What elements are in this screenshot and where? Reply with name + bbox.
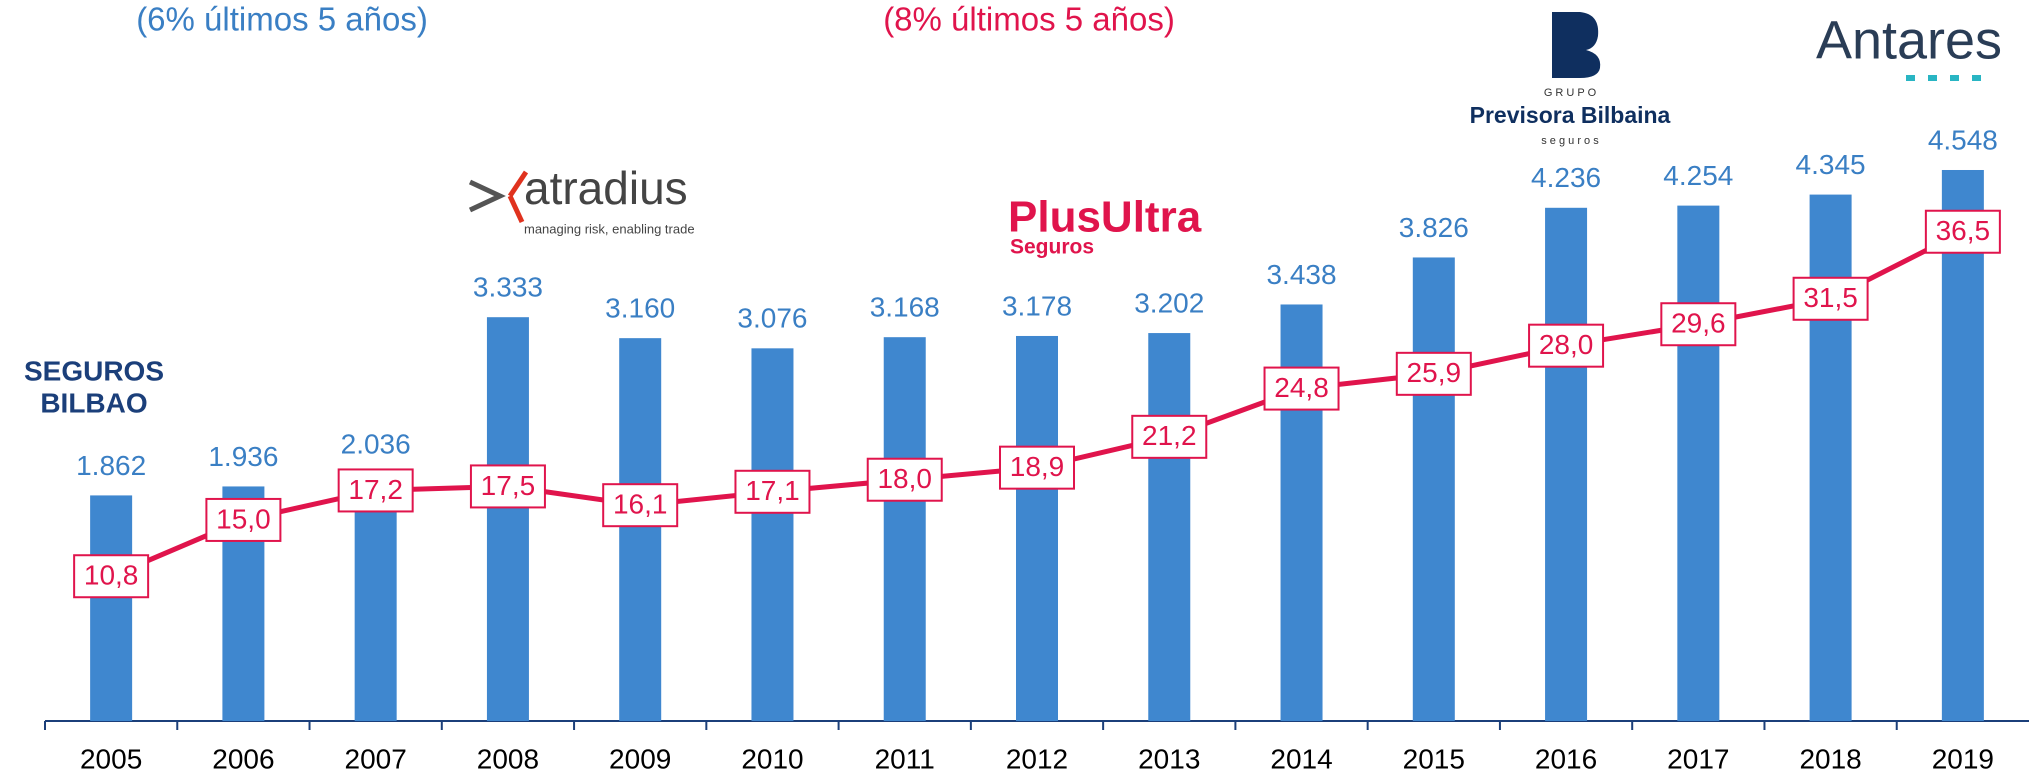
point-label-box <box>205 497 282 542</box>
x-tick-label: 2016 <box>1535 743 1597 774</box>
bar-value-label: 4.548 <box>1928 124 1998 155</box>
bar-value-label: 3.076 <box>737 303 807 334</box>
x-tick-label: 2014 <box>1270 743 1332 774</box>
x-tick-label: 2015 <box>1403 743 1465 774</box>
bar <box>1941 169 1984 721</box>
bar-value-label: 3.438 <box>1266 259 1336 290</box>
point-value-label: 29,6 <box>1671 308 1726 339</box>
point-label-box <box>337 468 414 513</box>
bar <box>1677 205 1720 721</box>
point-value-label: 18,0 <box>877 463 932 494</box>
bar <box>619 338 662 721</box>
bar-value-label: 1.936 <box>208 441 278 472</box>
point-value-label: 17,5 <box>481 470 536 501</box>
x-tick-label: 2006 <box>212 743 274 774</box>
point-label-box <box>1924 209 2001 254</box>
logo-text: PlusUltra <box>1008 193 1202 242</box>
bar <box>90 495 133 721</box>
x-tick-label: 2009 <box>609 743 671 774</box>
point-value-label: 18,9 <box>1010 451 1065 482</box>
point-label-box <box>1792 276 1869 321</box>
point-label-box <box>1528 323 1605 368</box>
previsora-mark <box>1552 12 1601 78</box>
logo-text: BILBAO <box>40 387 147 418</box>
x-tick-label: 2008 <box>477 743 539 774</box>
point-label-box <box>1660 302 1737 347</box>
point-label-box <box>602 483 679 528</box>
point-label-box <box>734 469 811 514</box>
point-value-label: 10,8 <box>84 560 139 591</box>
x-tick-label: 2018 <box>1799 743 1861 774</box>
point-value-label: 28,0 <box>1539 329 1594 360</box>
bar-value-label: 4.345 <box>1796 149 1866 180</box>
bar-value-label: 3.160 <box>605 293 675 324</box>
bar <box>486 317 529 721</box>
bar <box>1412 257 1455 721</box>
x-tick-label: 2019 <box>1932 743 1994 774</box>
bar-value-label: 3.168 <box>870 292 940 323</box>
bar <box>1148 333 1191 721</box>
point-label-box <box>469 464 546 509</box>
logo-text: G R U P O <box>1544 87 1597 99</box>
point-value-label: 17,1 <box>745 475 800 506</box>
point-label-box <box>1131 414 1208 459</box>
point-label-box <box>999 445 1075 490</box>
bar-value-label: 3.202 <box>1134 287 1204 318</box>
point-value-label: 31,5 <box>1803 282 1858 313</box>
x-tick-label: 2017 <box>1667 743 1729 774</box>
logo-text: Antares <box>1816 10 2002 70</box>
x-tick-label: 2007 <box>345 743 407 774</box>
logo-text: atradius <box>524 162 688 214</box>
point-value-label: 25,9 <box>1407 357 1462 388</box>
point-value-label: 15,0 <box>216 503 271 534</box>
bar <box>751 348 794 721</box>
antares-dots <box>1906 75 1981 81</box>
point-value-label: 36,5 <box>1936 215 1991 246</box>
point-value-label: 24,8 <box>1274 372 1329 403</box>
point-label-box <box>866 457 943 502</box>
bar <box>883 337 926 721</box>
bar-value-label: 3.333 <box>473 272 543 303</box>
logo-text: Previsora Bilbaina <box>1470 102 1671 128</box>
x-tick-label: 2010 <box>741 743 803 774</box>
point-value-label: 17,2 <box>348 474 403 505</box>
annotation: (6% últimos 5 años) <box>136 1 428 38</box>
logo-text: s e g u r o s <box>1541 135 1599 147</box>
x-tick-label: 2005 <box>80 743 142 774</box>
logo-text: SEGUROS <box>24 355 164 386</box>
atradius-mark <box>468 170 529 224</box>
bar <box>354 474 397 721</box>
point-label-box <box>1395 351 1472 396</box>
bar-value-label: 4.254 <box>1663 160 1733 191</box>
x-tick-label: 2011 <box>875 743 935 774</box>
bar <box>1016 335 1058 721</box>
bar-value-label: 2.036 <box>341 429 411 460</box>
point-label-box <box>1263 366 1340 411</box>
logo-text: Seguros <box>1010 236 1094 259</box>
bar-value-label: 4.236 <box>1531 162 1601 193</box>
x-tick-label: 2012 <box>1006 743 1068 774</box>
point-value-label: 21,2 <box>1142 420 1197 451</box>
annotation: (8% últimos 5 años) <box>883 1 1175 38</box>
logo-text: managing risk, enabling trade <box>524 221 695 236</box>
point-label-box <box>73 554 150 599</box>
bar <box>1545 207 1588 722</box>
point-value-label: 16,1 <box>613 489 668 520</box>
bar-value-label: 1.862 <box>76 450 146 481</box>
bar-value-label: 3.178 <box>1002 290 1072 321</box>
x-tick-label: 2013 <box>1138 743 1200 774</box>
bar <box>1809 194 1852 721</box>
bar-value-label: 3.826 <box>1399 212 1469 243</box>
